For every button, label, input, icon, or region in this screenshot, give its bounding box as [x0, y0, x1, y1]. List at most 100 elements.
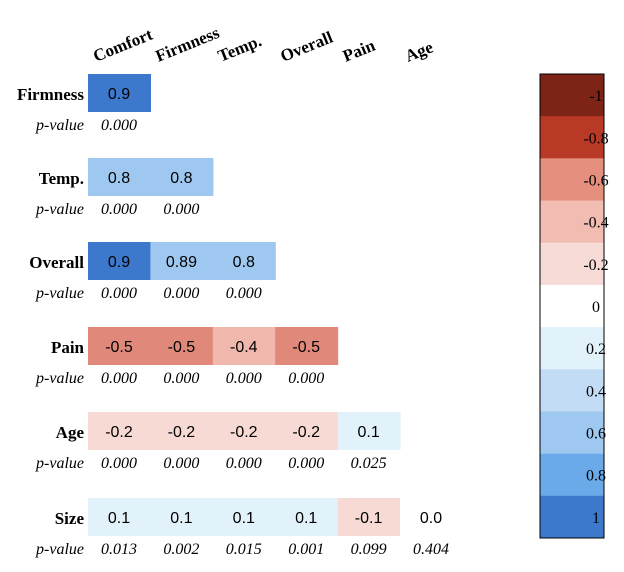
colorbar-tick-label: 0.2	[586, 341, 606, 358]
p-value: 0.404	[413, 541, 449, 558]
colorbar-segment	[540, 242, 604, 286]
colorbar-tick-label: 0.8	[586, 468, 606, 485]
cell-value: -0.2	[292, 424, 320, 441]
p-value: 0.015	[226, 541, 262, 558]
cell-value: 0.1	[233, 510, 255, 527]
row-label: Size	[55, 509, 85, 528]
heatmap-cell	[337, 412, 401, 450]
heatmap-cell	[88, 412, 151, 450]
cell-value: 0.9	[108, 254, 130, 271]
cells-layer	[88, 74, 463, 536]
colorbar-segment	[540, 200, 604, 244]
heatmap-cell	[275, 412, 339, 450]
colorbar-tick-label: -1	[589, 88, 602, 105]
heatmap-cell	[337, 498, 401, 536]
heatmap-cell	[212, 242, 276, 280]
colorbar-segment	[540, 453, 604, 497]
heatmap-cell	[150, 498, 214, 536]
cell-value: 0.1	[108, 510, 130, 527]
p-value: 0.000	[163, 201, 199, 218]
colorbar-tick-label: 1	[592, 510, 600, 527]
p-value: 0.025	[351, 455, 387, 472]
row-label: Age	[56, 423, 85, 442]
p-value: 0.000	[163, 455, 199, 472]
p-value: 0.000	[226, 455, 262, 472]
cell-value: 0.1	[295, 510, 317, 527]
p-value: 0.000	[101, 455, 137, 472]
cell-value: -0.1	[355, 510, 383, 527]
p-value: 0.001	[288, 541, 324, 558]
heatmap-cell	[88, 74, 151, 112]
cell-value: 0.1	[170, 510, 192, 527]
heatmap-cell	[150, 158, 214, 196]
p-value: 0.000	[163, 285, 199, 302]
colorbar-border	[539, 73, 605, 539]
heatmap-cell	[275, 498, 339, 536]
cell-value: 0.0	[420, 510, 442, 527]
cell-value: -0.5	[292, 339, 320, 356]
column-label: Pain	[340, 36, 378, 66]
p-value: 0.000	[226, 370, 262, 387]
p-value-label: p-value	[35, 201, 84, 218]
column-label: Firmness	[153, 23, 223, 66]
p-value: 0.000	[101, 370, 137, 387]
colorbar-segment	[540, 74, 604, 117]
colorbar: -1 -0.8 -0.6 -0.4 -0.2 0 0.2 0.4 0.6 0.8 1	[539, 73, 609, 539]
p-value: 0.013	[101, 541, 137, 558]
cell-value: 0.8	[233, 254, 255, 271]
p-value: 0.000	[288, 370, 324, 387]
row-label: Firmness	[17, 85, 84, 104]
p-value: 0.000	[288, 455, 324, 472]
p-value: 0.000	[101, 285, 137, 302]
column-label: Comfort	[90, 25, 155, 66]
heatmap-cell	[150, 327, 214, 365]
p-value: 0.002	[163, 541, 199, 558]
heatmap-cell	[212, 327, 276, 365]
colorbar-tick-label: -0.6	[583, 172, 608, 189]
colorbar-tick-label: 0	[592, 299, 600, 316]
cell-value: 0.9	[108, 86, 130, 103]
colorbar-segment	[540, 284, 604, 328]
colorbar-tick-label: -0.8	[583, 130, 608, 147]
column-label: Temp.	[215, 31, 264, 66]
row-label: Overall	[29, 253, 84, 272]
cell-value: -0.2	[168, 424, 196, 441]
colorbar-tick-label: -0.2	[583, 257, 608, 274]
p-value: 0.099	[351, 541, 387, 558]
heatmap-cell	[212, 412, 276, 450]
p-value-label: p-value	[35, 541, 84, 558]
p-value-label: p-value	[35, 370, 84, 387]
cell-value: -0.4	[230, 339, 258, 356]
p-value: 0.000	[101, 201, 137, 218]
cell-value: -0.5	[168, 339, 196, 356]
colorbar-segment	[540, 411, 604, 455]
p-value: 0.000	[226, 285, 262, 302]
heatmap-cell	[88, 498, 151, 536]
colorbar-segment	[540, 369, 604, 412]
p-value: 0.000	[101, 117, 137, 134]
column-label: Age	[402, 37, 436, 65]
cell-value: -0.2	[230, 424, 258, 441]
column-label: Overall	[278, 27, 336, 65]
colorbar-segment	[540, 495, 604, 539]
row-label: Temp.	[39, 169, 84, 188]
colorbar-tick-label: 0.4	[586, 383, 606, 400]
heatmap-cell	[88, 158, 151, 196]
cell-value: 0.8	[170, 170, 192, 187]
colorbar-tick-label: -0.4	[583, 215, 608, 232]
heatmap-cell	[88, 242, 151, 280]
cell-value: 0.8	[108, 170, 130, 187]
colorbar-segment	[540, 116, 604, 159]
heatmap-cell	[88, 327, 151, 365]
colorbar-segment	[540, 158, 604, 202]
colorbar-tick-label: 0.6	[586, 426, 606, 443]
heatmap-cell	[212, 498, 276, 536]
heatmap-cell	[150, 412, 214, 450]
cell-value: -0.2	[105, 424, 133, 441]
cell-value: -0.5	[105, 339, 133, 356]
colorbar-segment	[540, 327, 604, 370]
heatmap-cell	[400, 498, 463, 536]
